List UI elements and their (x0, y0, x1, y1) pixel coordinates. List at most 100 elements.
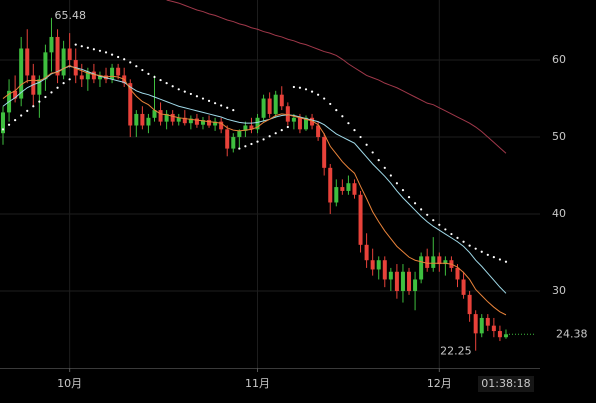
candle-body (497, 331, 502, 338)
sar-dot (135, 65, 138, 68)
sar-dot (317, 93, 320, 96)
candle-body (285, 106, 290, 122)
sar-dot (401, 189, 405, 192)
candle-body (334, 187, 339, 203)
sar-dot (341, 115, 344, 118)
sar-dot (474, 247, 477, 250)
sar-dot (262, 138, 265, 141)
sar-dot (153, 75, 156, 79)
sar-dot (86, 46, 89, 49)
sar-dot (74, 43, 77, 46)
candle-body (140, 113, 145, 126)
candle-body (85, 71, 90, 80)
sar-dot (183, 90, 186, 93)
sar-dot (444, 228, 447, 231)
candle-body (322, 137, 327, 168)
sar-dot (250, 142, 253, 146)
sar-dot (80, 45, 83, 48)
candle-body (255, 117, 260, 130)
candle-body (146, 117, 151, 126)
candle-body (503, 334, 508, 338)
candle-body (55, 36, 60, 76)
sar-dot (159, 78, 162, 82)
x-tick-label: 10月 (57, 377, 82, 390)
sar-dot (44, 95, 47, 99)
last-price-label: 24.38 (556, 327, 588, 340)
candle-body (473, 314, 478, 334)
sar-dot (62, 82, 65, 85)
candle-body (431, 256, 436, 268)
sar-dot (38, 100, 41, 103)
sar-dot (274, 132, 277, 135)
sar-dot (335, 108, 338, 112)
candle-body (297, 117, 302, 130)
sar-dot (147, 72, 150, 76)
candle-body (213, 121, 218, 126)
sar-dot (389, 174, 392, 177)
sar-dot (492, 256, 495, 259)
candle-body (79, 75, 84, 80)
sar-dot (498, 258, 502, 261)
candle-body (164, 113, 169, 122)
sar-dot (323, 97, 326, 100)
candle-body (1, 112, 5, 134)
sar-dot (438, 223, 441, 226)
sar-dot (207, 99, 211, 102)
candle-body (128, 83, 133, 126)
candle-body (207, 120, 212, 126)
y-tick-label: 40 (552, 207, 566, 220)
candle-body (200, 120, 205, 125)
candle-body (170, 113, 175, 122)
sar-dot (1, 128, 5, 131)
sar-dot (141, 68, 144, 72)
sar-dot (395, 182, 398, 185)
sar-dot (426, 213, 429, 216)
sar-dot (456, 236, 459, 239)
sar-dot (56, 86, 59, 89)
sar-dot (377, 159, 380, 162)
sar-dot (189, 92, 192, 96)
candle-body (455, 267, 460, 280)
sar-dot (486, 253, 489, 256)
candle-body (461, 279, 466, 295)
candle-body (158, 110, 163, 122)
candle-body (152, 110, 157, 118)
candle-body (419, 256, 424, 280)
sar-dot (195, 95, 199, 98)
moving-average-line (2, 65, 507, 294)
candle-body (291, 117, 296, 122)
sar-dot (407, 195, 411, 199)
candle-body (425, 256, 430, 268)
sar-dot (420, 208, 423, 211)
sar-dot (26, 109, 29, 112)
sar-dot (7, 123, 11, 126)
candle-body (467, 294, 472, 315)
sar-dot (165, 82, 168, 85)
candle-body (370, 260, 375, 270)
high-label: 65.48 (54, 9, 85, 22)
candle-body (358, 194, 363, 245)
candle-body (134, 113, 139, 126)
y-tick-label: 50 (552, 130, 566, 143)
sar-dot (177, 88, 180, 91)
sar-dot (353, 129, 356, 132)
sar-dot (123, 58, 126, 61)
candle-body (43, 52, 48, 80)
sar-dot (286, 125, 289, 129)
candle-body (413, 279, 418, 292)
candle-body (388, 271, 393, 280)
moving-average-line (2, 64, 507, 316)
sar-dot (268, 135, 271, 138)
sar-dot (310, 90, 314, 93)
sar-dot (232, 108, 235, 112)
sar-dot (98, 49, 102, 52)
candle-body (382, 260, 387, 280)
candle-body (346, 183, 351, 191)
candle-body (243, 125, 248, 131)
sar-dot (292, 85, 295, 89)
candle-body (400, 271, 405, 292)
sar-dot (104, 51, 108, 54)
candle-body (61, 48, 66, 76)
